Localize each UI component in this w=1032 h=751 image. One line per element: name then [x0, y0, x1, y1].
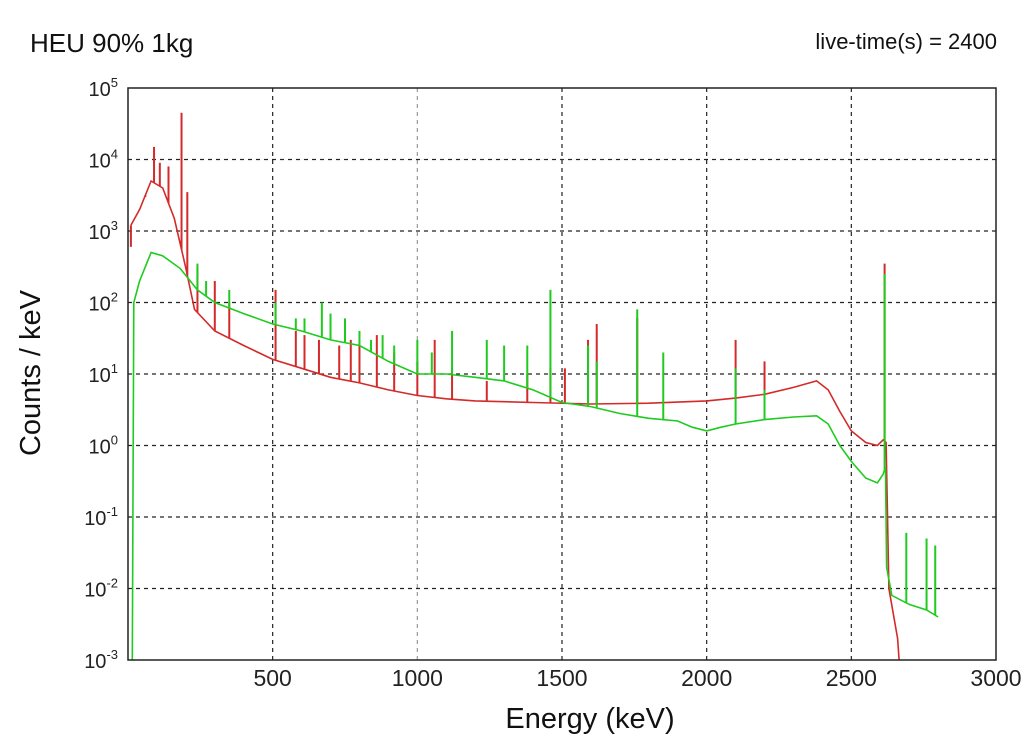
y-tick-label: 10-1 [84, 504, 118, 530]
grid [128, 88, 996, 660]
x-tick-label: 2000 [681, 665, 732, 691]
x-tick-label: 1500 [536, 665, 587, 691]
series-1-continuum [131, 251, 939, 661]
y-tick-label: 102 [89, 290, 118, 316]
x-tick-label: 2500 [826, 665, 877, 691]
series-0-continuum [130, 179, 900, 661]
x-tick-label: 500 [253, 665, 291, 691]
chart-title: HEU 90% 1kg [30, 28, 193, 58]
y-tick-label: 104 [89, 147, 118, 173]
plot-frame [127, 87, 997, 661]
x-axis-label: Energy (keV) [505, 703, 674, 735]
y-tick-label: 105 [89, 75, 118, 101]
y-axis-label: Counts / keV [15, 289, 47, 456]
y-tick-label: 10-2 [84, 576, 118, 602]
y-tick-label: 103 [89, 218, 118, 244]
series-layer [129, 112, 939, 661]
y-tick-labels: 10-3 10-2 10-1 100 101 102 103 104 105 [84, 75, 118, 673]
y-tick-label: 10-3 [84, 647, 118, 673]
x-tick-labels: 500 1000 1500 2000 2500 3000 [253, 665, 1021, 691]
y-tick-label: 101 [89, 361, 118, 387]
x-tick-label: 3000 [970, 665, 1021, 691]
y-tick-label: 100 [89, 433, 118, 459]
live-time-label: live-time(s) = 2400 [815, 29, 997, 54]
x-tick-label: 1000 [392, 665, 443, 691]
